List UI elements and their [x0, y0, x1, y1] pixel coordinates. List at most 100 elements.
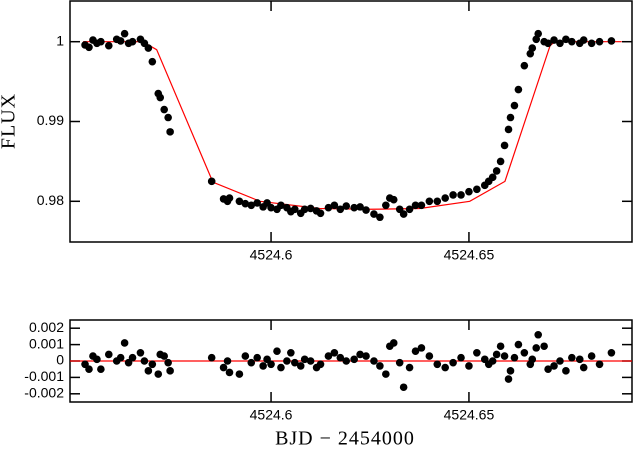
data-point — [247, 201, 256, 210]
data-point — [587, 39, 596, 48]
data-point — [241, 352, 250, 360]
data-point — [500, 141, 509, 150]
data-point — [395, 358, 404, 367]
data-point — [247, 358, 256, 367]
data-point — [520, 349, 529, 357]
data-point — [500, 352, 509, 360]
data-point — [277, 363, 285, 372]
data-point — [144, 367, 153, 375]
data-point — [148, 360, 157, 369]
x-tick-label: 4524.65 — [444, 407, 495, 423]
data-point — [550, 362, 558, 370]
data-point — [449, 191, 457, 199]
data-point — [259, 362, 267, 370]
data-point — [534, 29, 543, 38]
data-point — [399, 383, 408, 392]
data-point — [219, 363, 228, 372]
data-point — [104, 350, 113, 359]
data-point — [534, 330, 543, 339]
data-point — [225, 194, 234, 202]
data-point — [140, 357, 149, 365]
data-point — [148, 57, 157, 66]
data-point — [568, 353, 576, 362]
data-point — [291, 205, 299, 214]
data-point — [528, 44, 537, 52]
data-point — [356, 350, 364, 359]
data-point — [425, 197, 434, 206]
data-point — [457, 353, 465, 362]
data-point — [520, 61, 529, 70]
data-point — [85, 365, 93, 374]
data-point — [97, 37, 105, 46]
data-point — [496, 342, 505, 351]
data-point — [342, 357, 351, 365]
data-point — [104, 41, 113, 50]
data-point — [399, 210, 408, 218]
data-point — [579, 36, 588, 44]
data-point — [120, 339, 129, 347]
data-point — [316, 209, 325, 218]
data-point — [488, 357, 497, 365]
data-point — [579, 363, 588, 372]
data-point — [128, 37, 137, 46]
data-point — [330, 201, 339, 210]
data-point — [540, 342, 548, 351]
data-point — [241, 199, 250, 208]
data-point — [433, 360, 442, 369]
y-tick-label: -0.002 — [24, 385, 64, 401]
data-point — [425, 352, 434, 360]
data-point — [473, 349, 481, 357]
data-point — [382, 370, 390, 378]
data-point — [160, 105, 168, 114]
data-point — [306, 357, 315, 365]
data-point — [370, 357, 378, 365]
data-point — [492, 350, 501, 359]
data-point — [235, 197, 244, 206]
data-point — [550, 36, 558, 44]
data-point — [528, 355, 537, 364]
data-point — [473, 185, 481, 194]
data-point — [287, 349, 295, 357]
data-point — [411, 201, 420, 210]
data-point — [156, 93, 165, 102]
data-point — [225, 368, 234, 377]
data-point — [514, 85, 523, 94]
data-point — [514, 340, 523, 349]
data-point — [128, 353, 137, 362]
x-tick-label: 4524.6 — [250, 407, 293, 423]
y-axis-title: FLUX — [0, 93, 20, 149]
data-point — [273, 347, 281, 355]
data-point — [417, 201, 426, 210]
data-point — [441, 363, 449, 372]
data-point — [267, 360, 275, 369]
data-point — [544, 365, 552, 374]
data-point — [382, 201, 390, 210]
data-point — [324, 203, 333, 212]
data-point — [411, 347, 420, 355]
data-point — [120, 29, 129, 38]
data-point — [532, 344, 541, 352]
data-point — [207, 353, 216, 362]
data-point — [405, 205, 414, 214]
data-point — [267, 203, 275, 212]
data-point — [253, 353, 262, 362]
x-tick-label: 4524.65 — [444, 247, 495, 263]
data-point — [568, 37, 576, 46]
data-point — [556, 357, 564, 365]
x-axis-title: BJD − 2454000 — [275, 428, 415, 450]
data-point — [362, 352, 370, 360]
x-tick-label: 4524.6 — [250, 247, 293, 263]
data-point — [300, 205, 309, 214]
data-point — [376, 213, 384, 222]
y-tick-label: 1 — [56, 32, 64, 48]
data-point — [330, 349, 339, 357]
y-tick-label: 0.002 — [29, 319, 64, 335]
data-point — [544, 39, 552, 48]
data-point — [291, 358, 299, 367]
data-point — [389, 339, 398, 347]
data-point — [595, 360, 604, 369]
data-point — [376, 362, 384, 370]
data-point — [160, 352, 168, 360]
